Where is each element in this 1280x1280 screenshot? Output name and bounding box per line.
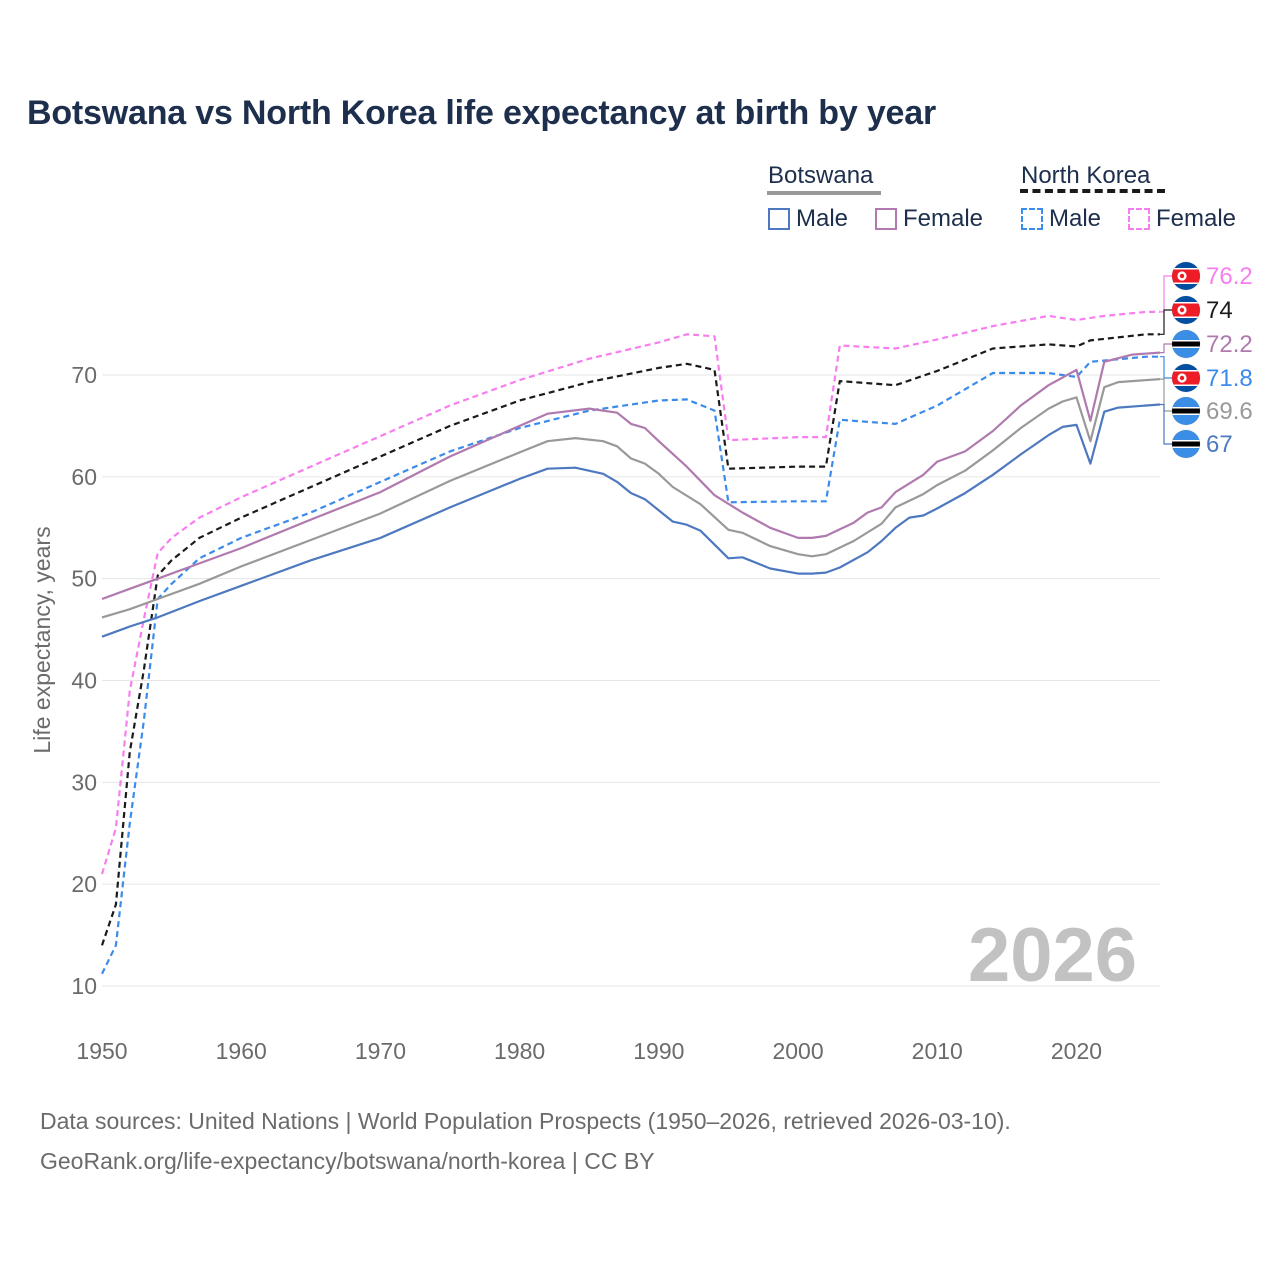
end-label-connector: [1160, 343, 1172, 354]
end-label-connector: [1160, 309, 1172, 335]
legend-label-north-korea-female: Female: [1156, 205, 1237, 232]
x-tick-label: 1960: [216, 1038, 267, 1064]
legend-item-botswana-female[interactable]: Female: [875, 205, 983, 233]
series-line-bw-male[interactable]: [101, 403, 1161, 638]
legend-group-botswana: Botswana: [768, 162, 874, 189]
legend-item-botswana-male[interactable]: Male: [768, 205, 848, 233]
y-tick-label: 40: [71, 668, 97, 694]
legend-label-north-korea-male: Male: [1049, 205, 1102, 232]
legend-item-north-korea-female[interactable]: Female: [1128, 205, 1236, 233]
end-label-value: 69.6: [1206, 398, 1253, 425]
x-tick-label: 2000: [772, 1038, 823, 1064]
end-label-value: 67: [1206, 431, 1233, 458]
y-tick-label: 10: [71, 973, 97, 999]
series-line-bw-total[interactable]: [101, 378, 1161, 619]
end-label-value: 71.8: [1206, 365, 1253, 392]
year-watermark: 2026: [968, 913, 1138, 998]
end-label-value: 74: [1206, 297, 1233, 324]
end-labels: 76.2 74 72.2 71.8 69.6 67: [1160, 261, 1253, 459]
end-label-connector: [1160, 378, 1172, 412]
x-tick-label: 1980: [494, 1038, 545, 1064]
legend-botswana-swatch: [767, 191, 881, 195]
x-tick-label: 2020: [1051, 1038, 1102, 1064]
north-korea-flag-icon: [1171, 295, 1201, 325]
source-line-1: Data sources: United Nations | World Pop…: [40, 1108, 1011, 1134]
x-tick-label: 2010: [912, 1038, 963, 1064]
series-line-nk-male[interactable]: [101, 355, 1160, 975]
legend-swatch-botswana-male: [768, 208, 790, 230]
y-tick-label: 30: [71, 769, 97, 795]
series-line-nk-female[interactable]: [100, 310, 1160, 875]
series-line-nk-total[interactable]: [100, 333, 1160, 946]
botswana-flag-icon: [1171, 429, 1201, 459]
end-label-value: 76.2: [1206, 263, 1253, 290]
legend-item-north-korea-male[interactable]: Male: [1021, 205, 1101, 233]
legend-swatch-north-korea-male: [1021, 208, 1043, 230]
y-axis-label: Life expectancy, years: [29, 526, 55, 753]
end-label-value: 72.2: [1206, 331, 1253, 358]
chart-title: Botswana vs North Korea life expectancy …: [27, 94, 936, 132]
series-lines: [100, 310, 1161, 975]
y-tick-label: 50: [71, 566, 97, 592]
end-label-connector: [1160, 356, 1172, 379]
legend-label-botswana-female: Female: [903, 205, 984, 232]
axis-ticks: 10 20 30 40 50 60 70 1950 1960 1970 1980 1990 2000 20…: [71, 362, 1102, 1064]
botswana-flag-icon: [1171, 329, 1201, 359]
grid: [102, 374, 1160, 987]
y-tick-label: 60: [71, 464, 97, 490]
legend-group-north-korea: North Korea: [1021, 162, 1151, 189]
botswana-flag-icon: [1171, 396, 1201, 426]
series-line-bw-female[interactable]: [101, 351, 1161, 601]
end-label-connector: [1160, 403, 1172, 445]
x-tick-label: 1990: [633, 1038, 684, 1064]
legend-swatch-botswana-female: [875, 208, 897, 230]
legend-swatch-north-korea-female: [1128, 208, 1150, 230]
y-tick-label: 70: [71, 362, 97, 388]
x-tick-label: 1950: [76, 1038, 127, 1064]
x-tick-label: 1970: [355, 1038, 406, 1064]
north-korea-flag-icon: [1171, 261, 1201, 291]
source-line-2[interactable]: GeoRank.org/life-expectancy/botswana/nor…: [40, 1148, 655, 1174]
north-korea-flag-icon: [1171, 363, 1201, 393]
legend-north-korea-swatch: [1020, 189, 1165, 193]
end-label-connector: [1160, 275, 1172, 313]
y-tick-label: 20: [71, 871, 97, 897]
legend-label-botswana-male: Male: [796, 205, 849, 232]
